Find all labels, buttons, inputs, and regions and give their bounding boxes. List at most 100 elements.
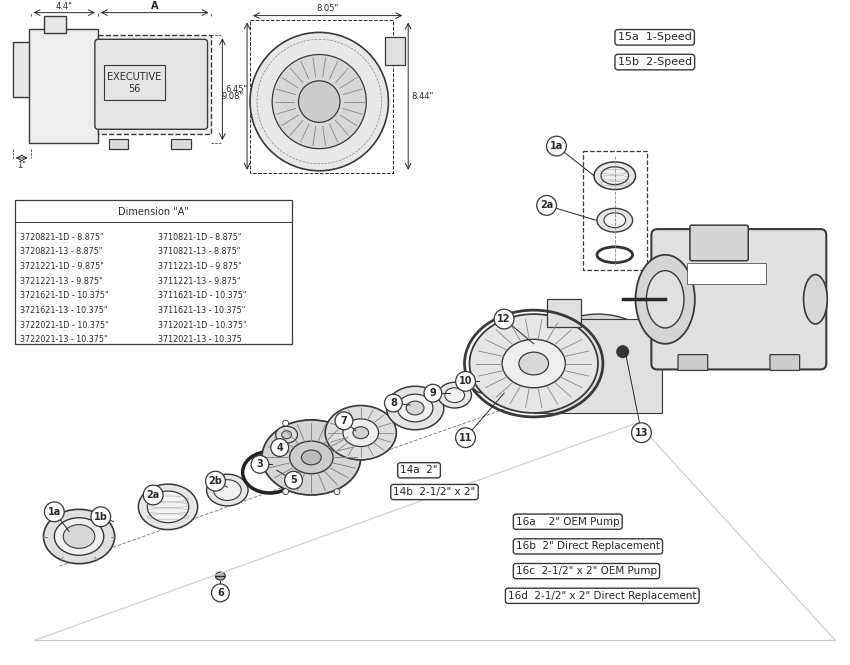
Circle shape <box>271 439 289 456</box>
Circle shape <box>424 384 442 402</box>
Text: 3722021-13 - 10.375": 3722021-13 - 10.375" <box>20 335 107 344</box>
Circle shape <box>547 136 566 156</box>
Text: 6: 6 <box>217 588 224 598</box>
Text: 12: 12 <box>497 314 511 324</box>
Ellipse shape <box>496 370 512 381</box>
Circle shape <box>334 489 340 495</box>
Ellipse shape <box>275 426 298 443</box>
Ellipse shape <box>215 572 225 580</box>
FancyBboxPatch shape <box>98 35 212 134</box>
FancyBboxPatch shape <box>687 263 766 285</box>
Text: 3721221-13 - 9.875": 3721221-13 - 9.875" <box>20 277 103 286</box>
Text: 3720821-1D - 8.875": 3720821-1D - 8.875" <box>20 233 104 241</box>
FancyBboxPatch shape <box>29 29 98 143</box>
Text: 13: 13 <box>635 428 649 438</box>
Circle shape <box>536 196 557 215</box>
Text: 3722021-1D - 10.375": 3722021-1D - 10.375" <box>20 321 109 330</box>
Text: 11: 11 <box>459 433 473 443</box>
Text: 6.45": 6.45" <box>225 85 247 94</box>
Text: 15b  2-Speed: 15b 2-Speed <box>618 57 692 67</box>
Polygon shape <box>534 319 662 413</box>
Text: 1a: 1a <box>48 507 61 517</box>
Text: 8.44": 8.44" <box>411 92 434 101</box>
Text: 1": 1" <box>17 161 26 170</box>
Ellipse shape <box>302 450 321 465</box>
Ellipse shape <box>803 275 827 324</box>
Ellipse shape <box>262 420 360 495</box>
Text: 3721621-1D - 10.375": 3721621-1D - 10.375" <box>20 291 108 301</box>
Text: 8: 8 <box>390 398 397 408</box>
Ellipse shape <box>601 167 629 185</box>
Text: 16a    2" OEM Pump: 16a 2" OEM Pump <box>516 517 620 527</box>
Circle shape <box>251 456 269 473</box>
Ellipse shape <box>213 479 241 501</box>
Ellipse shape <box>502 339 565 388</box>
Ellipse shape <box>207 474 248 506</box>
Ellipse shape <box>472 374 497 393</box>
FancyBboxPatch shape <box>44 15 66 33</box>
Ellipse shape <box>54 518 104 555</box>
Circle shape <box>212 584 230 602</box>
Circle shape <box>272 55 366 149</box>
Text: 3710821-13 - 8.875": 3710821-13 - 8.875" <box>158 247 241 256</box>
Ellipse shape <box>387 386 444 430</box>
FancyBboxPatch shape <box>95 39 207 129</box>
Ellipse shape <box>147 491 189 523</box>
Circle shape <box>384 394 402 412</box>
Text: 4.4": 4.4" <box>56 1 72 11</box>
FancyBboxPatch shape <box>651 229 826 370</box>
Ellipse shape <box>326 406 396 460</box>
Ellipse shape <box>469 314 598 413</box>
Ellipse shape <box>604 213 626 227</box>
Text: 16b  2" Direct Replacement: 16b 2" Direct Replacement <box>516 541 660 551</box>
FancyBboxPatch shape <box>14 200 292 344</box>
Ellipse shape <box>438 382 472 408</box>
Ellipse shape <box>594 162 636 190</box>
Text: EXECUTIVE
56: EXECUTIVE 56 <box>107 72 162 94</box>
Ellipse shape <box>43 509 115 564</box>
Circle shape <box>44 502 65 521</box>
Circle shape <box>335 412 353 430</box>
Text: 3720821-13 - 8.875": 3720821-13 - 8.875" <box>20 247 102 256</box>
Text: 3712021-1D - 10.375": 3712021-1D - 10.375" <box>158 321 246 330</box>
Circle shape <box>206 471 225 491</box>
Ellipse shape <box>597 208 632 232</box>
Ellipse shape <box>500 372 508 378</box>
Ellipse shape <box>139 484 198 529</box>
FancyBboxPatch shape <box>678 354 708 370</box>
Text: Dimension "A": Dimension "A" <box>118 207 189 217</box>
Text: 8.05": 8.05" <box>316 3 338 13</box>
Circle shape <box>283 489 289 495</box>
Text: 1b: 1b <box>94 512 108 522</box>
Circle shape <box>456 372 475 391</box>
Text: 3712021-13 - 10.375: 3712021-13 - 10.375 <box>158 335 242 344</box>
Circle shape <box>257 454 263 460</box>
FancyBboxPatch shape <box>547 299 581 327</box>
Ellipse shape <box>534 314 662 413</box>
Ellipse shape <box>290 441 333 473</box>
Text: 3711621-1D - 10.375": 3711621-1D - 10.375" <box>158 291 246 301</box>
Ellipse shape <box>397 394 433 422</box>
Circle shape <box>285 471 303 489</box>
FancyBboxPatch shape <box>770 354 800 370</box>
Text: A: A <box>151 1 159 11</box>
Text: 2b: 2b <box>208 476 223 486</box>
Ellipse shape <box>636 255 694 344</box>
Text: 7: 7 <box>341 416 348 426</box>
Circle shape <box>456 428 475 448</box>
Text: 3711221-13 - 9.875": 3711221-13 - 9.875" <box>158 277 241 286</box>
Text: 9.08": 9.08" <box>222 92 244 101</box>
Ellipse shape <box>646 271 684 328</box>
Circle shape <box>298 81 340 122</box>
Circle shape <box>494 309 514 329</box>
Text: 3721621-13 - 10.375": 3721621-13 - 10.375" <box>20 306 107 315</box>
Circle shape <box>91 507 110 527</box>
Ellipse shape <box>343 419 378 447</box>
Ellipse shape <box>478 378 491 389</box>
Circle shape <box>632 423 651 443</box>
Text: 1a: 1a <box>550 141 563 151</box>
Text: 3: 3 <box>257 460 264 469</box>
Ellipse shape <box>353 427 369 439</box>
Ellipse shape <box>63 525 95 549</box>
Text: 2a: 2a <box>540 200 553 210</box>
